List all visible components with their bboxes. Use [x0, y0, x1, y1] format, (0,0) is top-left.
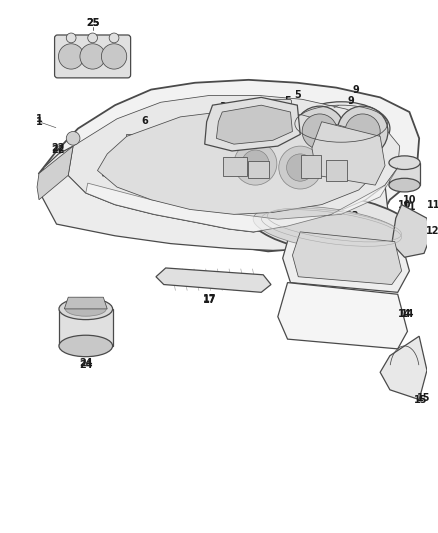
Text: 17: 17	[203, 294, 216, 304]
Circle shape	[279, 146, 321, 189]
Text: 23: 23	[206, 156, 219, 166]
Polygon shape	[380, 336, 427, 400]
Circle shape	[294, 106, 345, 157]
Text: 3: 3	[219, 102, 226, 112]
Ellipse shape	[293, 102, 390, 156]
Text: 23: 23	[206, 158, 219, 168]
Circle shape	[66, 33, 76, 43]
Text: 17: 17	[203, 295, 216, 305]
Polygon shape	[312, 122, 385, 185]
Polygon shape	[39, 80, 419, 252]
Text: 24: 24	[79, 360, 92, 370]
Text: 7: 7	[194, 122, 200, 132]
Polygon shape	[64, 297, 107, 309]
Circle shape	[88, 33, 98, 43]
Text: 13: 13	[346, 211, 360, 221]
FancyBboxPatch shape	[55, 35, 131, 78]
Text: 22: 22	[52, 145, 65, 155]
FancyBboxPatch shape	[389, 163, 420, 185]
FancyBboxPatch shape	[247, 161, 269, 178]
Text: 16: 16	[304, 183, 318, 193]
Text: 16: 16	[304, 182, 318, 192]
Circle shape	[286, 154, 314, 181]
Text: 6: 6	[141, 116, 148, 126]
FancyBboxPatch shape	[113, 158, 156, 177]
FancyBboxPatch shape	[60, 309, 113, 346]
Polygon shape	[205, 98, 300, 151]
FancyBboxPatch shape	[223, 157, 247, 176]
Text: 24: 24	[79, 359, 92, 368]
Text: 5: 5	[294, 91, 300, 100]
Circle shape	[242, 150, 269, 177]
Text: 21: 21	[342, 159, 356, 168]
Text: 15: 15	[417, 393, 431, 402]
Polygon shape	[392, 205, 431, 257]
Ellipse shape	[389, 178, 420, 192]
Text: 3: 3	[219, 104, 226, 114]
Polygon shape	[283, 224, 410, 292]
Polygon shape	[86, 167, 398, 232]
Polygon shape	[37, 146, 73, 200]
Text: 10: 10	[403, 195, 416, 205]
FancyBboxPatch shape	[264, 99, 291, 139]
Text: 13: 13	[342, 213, 356, 223]
Ellipse shape	[247, 193, 416, 255]
Text: 11: 11	[403, 201, 416, 212]
Polygon shape	[98, 109, 380, 214]
Text: 4: 4	[102, 171, 109, 180]
Text: 1: 1	[35, 114, 42, 124]
Polygon shape	[68, 95, 399, 232]
Polygon shape	[148, 127, 238, 180]
Circle shape	[302, 114, 337, 149]
Polygon shape	[156, 268, 271, 292]
Text: 21: 21	[342, 160, 356, 171]
FancyBboxPatch shape	[325, 160, 347, 181]
Ellipse shape	[65, 302, 106, 316]
Text: 14: 14	[401, 309, 414, 319]
Circle shape	[101, 44, 127, 69]
Text: 10: 10	[398, 199, 411, 209]
Circle shape	[80, 44, 105, 69]
FancyBboxPatch shape	[126, 134, 141, 152]
Text: 14: 14	[398, 309, 411, 319]
Text: 15: 15	[414, 394, 428, 405]
Polygon shape	[293, 232, 402, 285]
Text: 22: 22	[52, 143, 65, 153]
Circle shape	[337, 106, 388, 157]
Text: 25: 25	[86, 18, 99, 28]
Polygon shape	[137, 117, 251, 187]
Polygon shape	[216, 105, 293, 144]
FancyBboxPatch shape	[301, 155, 321, 178]
Text: 20: 20	[251, 183, 265, 193]
Text: 4: 4	[100, 163, 107, 173]
Circle shape	[345, 114, 380, 149]
Text: 12: 12	[413, 235, 426, 245]
Text: 9: 9	[353, 85, 359, 94]
Text: 6: 6	[141, 117, 148, 127]
FancyBboxPatch shape	[142, 134, 158, 152]
Text: 20: 20	[251, 182, 265, 192]
Polygon shape	[278, 282, 407, 349]
Ellipse shape	[253, 206, 406, 252]
Text: 25: 25	[86, 18, 99, 28]
Ellipse shape	[59, 298, 113, 320]
Circle shape	[66, 132, 80, 145]
Circle shape	[59, 44, 84, 69]
Ellipse shape	[59, 335, 113, 357]
Text: 9: 9	[347, 96, 354, 106]
Polygon shape	[41, 146, 390, 251]
Text: 1: 1	[35, 117, 42, 127]
Text: 11: 11	[427, 199, 438, 209]
Circle shape	[109, 33, 119, 43]
Text: 7: 7	[199, 120, 206, 130]
Ellipse shape	[389, 156, 420, 169]
Text: 5: 5	[284, 96, 291, 106]
Circle shape	[234, 142, 277, 185]
Text: 12: 12	[426, 226, 438, 236]
